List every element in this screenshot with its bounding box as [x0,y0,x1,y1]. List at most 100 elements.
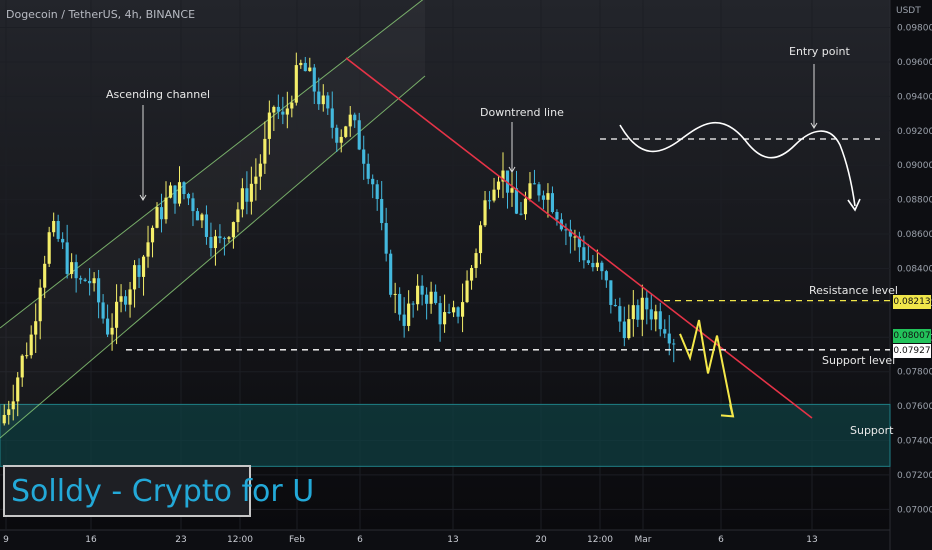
candle-body [164,197,168,220]
candle-body [132,265,137,290]
candle-body [640,297,644,320]
candle-body [209,236,213,249]
candle-body [43,263,47,288]
candle-body [290,102,294,109]
y-tick-label: 0.07200 [897,471,932,481]
candle-body [622,321,626,339]
candle-body [595,262,599,268]
downtrend-line-arrow-head [508,166,516,173]
candle-body [519,213,523,215]
candle-body [357,120,361,150]
candle-body [402,314,406,326]
candle-body [119,296,123,302]
candle-body [204,214,209,237]
candle-body [213,236,218,249]
candle-body [496,181,501,190]
candle-body [501,170,505,182]
candle-body [523,198,528,215]
candle-body [258,163,262,177]
x-tick-label: 6 [357,535,363,545]
candle-body [150,227,155,243]
currency-label: USDT [896,6,921,16]
candle-body [452,307,456,313]
candle-body [335,127,339,143]
candle-body [613,304,617,307]
candle-body [16,377,20,402]
candle-body [631,305,635,320]
current-price-label: 0.08007 [893,329,931,343]
candle-body [389,253,393,295]
x-tick-label: 13 [447,535,458,545]
candle-body [573,236,577,238]
candle-body [375,184,379,199]
candle-body [483,200,487,226]
candle-body [267,112,271,139]
candle-body [416,285,420,305]
candle-body [649,309,653,320]
candle-body [344,126,348,137]
candle-body [74,262,78,279]
candle-body [34,321,38,335]
y-tick-label: 0.09800 [897,24,932,34]
candle-body [469,267,474,281]
candle-body [218,236,222,239]
candle-body [106,318,110,335]
x-tick-label: Feb [289,535,305,545]
candle-body [429,291,433,304]
candle-body [52,221,56,233]
candle-body [663,329,667,334]
candle-body [627,319,631,339]
y-tick-label: 0.07000 [897,505,932,515]
entry-point-label: Entry point [789,45,850,58]
y-tick-label: 0.09000 [897,161,932,171]
x-tick-label: 12:00 [227,535,253,545]
support-price-label: 0.07927 [893,344,931,358]
y-tick-label: 0.08800 [897,196,932,206]
candle-body [609,280,613,305]
entry-curve-arrowhead [847,198,861,212]
candle-body [487,200,492,202]
candle-body [25,355,29,357]
candle-body [299,62,303,66]
candle-body [438,303,442,325]
candle-body [577,236,581,248]
y-tick-label: 0.07600 [897,402,932,412]
time-axis: 9 16 23 12:00 Feb 6 13 20 12:00 Mar 6 13 [3,535,818,545]
candle-body [510,188,514,193]
candle-body [505,170,510,193]
price-axis-background [890,0,932,550]
time-axis-background [0,530,890,550]
candle-body [550,193,555,212]
candle-body [146,242,150,257]
y-tick-label: 0.08600 [897,230,932,240]
candle-body [564,229,568,231]
candle-body [222,238,226,240]
candle-body [47,232,51,264]
candle-body [317,91,321,105]
candle-body [65,242,69,274]
candle-body [83,279,87,282]
candle-body [528,183,532,199]
candle-body [97,278,101,303]
candle-body [303,62,307,72]
candle-body [276,106,280,112]
candle-body [29,334,33,356]
candle-body [456,307,460,317]
candle-body [110,327,114,335]
candle-body [568,229,572,237]
candle-body [141,256,146,277]
candle-body [11,401,15,410]
forecast-path [679,319,734,417]
candle-body [411,303,415,305]
candle-body [420,285,424,295]
candle-body [285,108,289,115]
candle-body [61,238,65,243]
candle-body [478,225,483,254]
candle-body [240,188,244,210]
candle-body [186,194,191,199]
candle-body [168,185,173,198]
candle-body [321,95,325,105]
candle-body [537,184,541,196]
candle-body [177,182,182,204]
x-tick-label: 12:00 [587,535,613,545]
